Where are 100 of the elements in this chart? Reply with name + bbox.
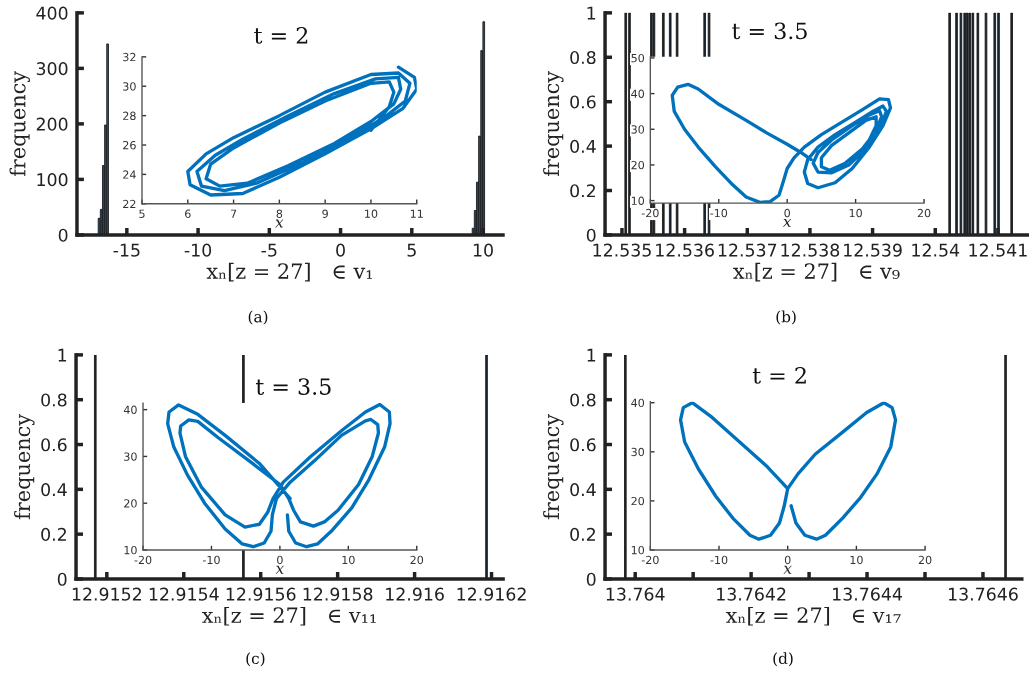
y-tick-label: 0.2 — [41, 527, 66, 541]
x-tick-label: 13.7644 — [833, 587, 902, 601]
x-tick-label: 10 — [365, 209, 378, 218]
x-tick-label: 5 — [139, 209, 145, 218]
y-tick-label: 32 — [123, 52, 136, 62]
x-tick-label: 8 — [276, 209, 283, 218]
y-tick-label: 0.4 — [41, 483, 67, 497]
x-axis-title: x — [275, 219, 284, 228]
x-tick-label: 12.916 — [386, 587, 444, 601]
y-tick-label: 20 — [631, 160, 645, 170]
x-axis-title: x — [783, 565, 792, 574]
x-tick-label: 7 — [230, 209, 237, 218]
annotation: t = 3.5 — [255, 378, 331, 395]
y-tick-label: 0.6 — [570, 95, 596, 109]
y-tick-label: 20 — [631, 496, 645, 506]
x-tick-label: 12.537 — [718, 243, 777, 257]
x-tick-label: 5 — [407, 243, 416, 257]
text: (c) — [246, 652, 265, 667]
x-axis-title: xₙ[z = 27] ∈ v₁₇ — [725, 606, 901, 626]
x-tick-label: 10 — [849, 208, 862, 218]
x-tick-label: 12.9152 — [72, 587, 141, 601]
x-tick-label: 10 — [473, 243, 493, 257]
x-tick-label: 20 — [917, 208, 931, 218]
y-axis-title: frequency — [543, 414, 564, 520]
y-tick-label: 0.4 — [570, 139, 596, 153]
x-tick-label: 12.535 — [593, 243, 651, 257]
x-axis-title: xₙ[z = 27] ∈ v₉ — [733, 262, 900, 282]
x-tick-label: 0 — [277, 555, 283, 565]
y-tick-label: 0 — [58, 228, 68, 242]
y-tick-label: 0.6 — [570, 438, 596, 452]
y-tick-label: 0.2 — [570, 527, 595, 541]
text: (a) — [248, 310, 268, 325]
y-tick-label: 20 — [124, 499, 137, 508]
y-tick-label: 50 — [631, 53, 645, 63]
y-tick-label: 28 — [123, 111, 136, 121]
y-axis-title: frequency — [543, 70, 564, 177]
y-tick-label: 0 — [586, 572, 596, 586]
x-tick-label: -5 — [261, 243, 277, 257]
y-tick-label: 22 — [123, 199, 136, 208]
x-tick-label: 13.7646 — [948, 587, 1018, 601]
x-tick-label: -20 — [641, 555, 659, 565]
x-tick-label: -10 — [710, 555, 728, 565]
y-tick-label: 40 — [631, 89, 645, 98]
x-tick-label: -15 — [113, 243, 140, 257]
annotation: t = 2 — [254, 26, 308, 44]
text: (d) — [773, 652, 793, 667]
y-tick-label: 0 — [586, 228, 596, 242]
y-tick-label: 300 — [36, 62, 68, 76]
x-tick-label: 11 — [410, 209, 423, 218]
y-tick-label: 0.8 — [41, 393, 67, 407]
y-tick-label: 100 — [37, 173, 68, 187]
y-tick-label: 40 — [123, 405, 137, 415]
y-tick-label: 1 — [587, 6, 596, 20]
y-tick-label: 0.6 — [41, 438, 67, 452]
x-tick-label: -10 — [202, 555, 220, 565]
y-tick-label: 0 — [57, 572, 67, 586]
x-axis-title: xₙ[z = 27] ∈ v₁₁ — [202, 606, 376, 626]
x-tick-label: 0 — [336, 243, 345, 257]
x-tick-label: 6 — [185, 209, 191, 218]
y-tick-label: 1 — [587, 348, 596, 362]
x-tick-label: 12.536 — [656, 243, 714, 257]
x-tick-label: 0 — [784, 555, 791, 565]
x-tick-label: 10 — [342, 555, 355, 565]
y-tick-label: 26 — [123, 140, 136, 150]
y-tick-label: 30 — [124, 452, 137, 461]
y-tick-label: 10 — [631, 196, 645, 205]
annotation: t = 3.5 — [732, 22, 807, 40]
annotation: t = 2 — [752, 366, 806, 384]
y-tick-label: 10 — [124, 545, 137, 555]
y-tick-label: 30 — [631, 125, 645, 134]
y-tick-label: 0.4 — [570, 483, 596, 497]
y-tick-label: 30 — [631, 447, 645, 457]
x-tick-label: 12.9162 — [457, 587, 526, 601]
x-tick-label: 9 — [322, 209, 328, 218]
x-tick-label: 12.541 — [969, 243, 1027, 257]
y-tick-label: 0.8 — [570, 393, 596, 407]
x-tick-label: 20 — [918, 555, 932, 565]
y-tick-label: 30 — [123, 82, 136, 91]
x-tick-label: 13.764 — [606, 587, 665, 601]
y-tick-label: 400 — [36, 6, 68, 20]
x-axis-title: xₙ[z = 27] ∈ v₁ — [206, 262, 372, 282]
x-tick-label: 12.539 — [844, 243, 902, 257]
y-tick-label: 40 — [631, 398, 645, 408]
y-tick-label: 0.2 — [570, 184, 595, 198]
x-axis-title: x — [275, 565, 284, 574]
y-axis-title: frequency — [9, 70, 30, 177]
x-tick-label: -10 — [710, 208, 728, 218]
x-tick-label: -10 — [184, 243, 212, 257]
x-tick-label: 12.9154 — [149, 587, 219, 601]
y-axis-title: frequency — [14, 414, 35, 520]
text: (b) — [776, 310, 796, 325]
y-tick-label: 200 — [36, 117, 68, 131]
x-tick-label: 13.7642 — [717, 587, 786, 601]
y-tick-label: 10 — [631, 545, 645, 555]
x-tick-label: -20 — [134, 555, 152, 565]
y-tick-label: 0.8 — [570, 50, 596, 65]
y-tick-label: 1 — [58, 348, 67, 362]
x-tick-label: -20 — [641, 208, 659, 218]
x-tick-label: 0 — [784, 208, 790, 218]
x-tick-label: 12.9156 — [226, 587, 296, 601]
